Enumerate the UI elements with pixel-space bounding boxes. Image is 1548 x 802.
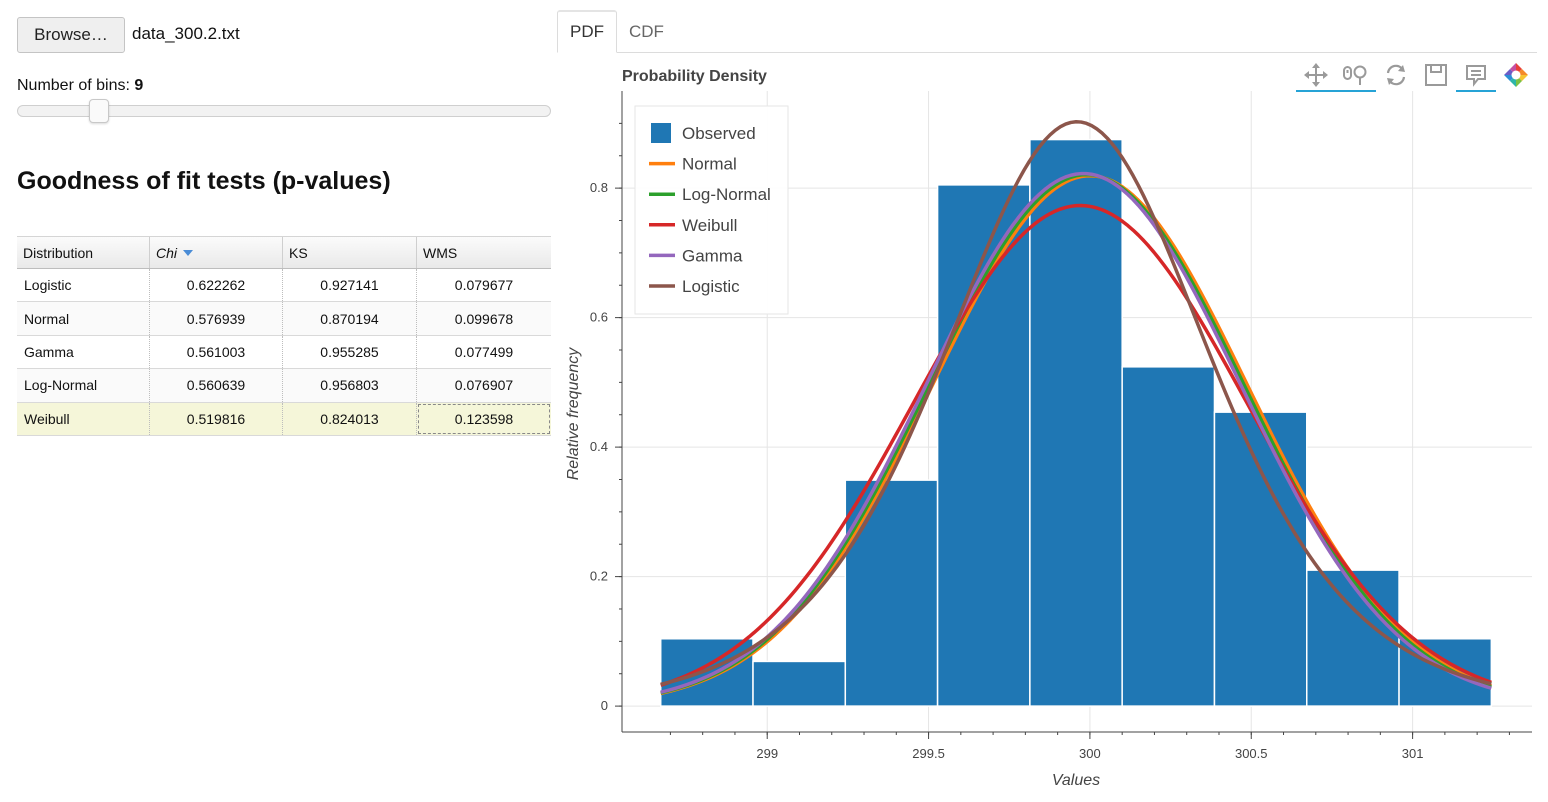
cell-chi[interactable]: 0.560639 [150,369,283,402]
cell-chi[interactable]: 0.519816 [150,402,283,435]
legend-label[interactable]: Log-Normal [682,185,771,204]
x-tick-label: 300.5 [1235,746,1268,761]
bins-slider-handle[interactable] [88,99,109,123]
tab-cdf[interactable]: CDF [629,21,664,41]
bins-slider-track[interactable] [17,105,551,117]
bins-label-text: Number of bins: [17,77,130,94]
y-tick-label: 0 [601,698,608,713]
gof-title: Goodness of fit tests (p-values) [17,167,391,195]
legend-label[interactable]: Observed [682,124,756,143]
save-tool[interactable] [1416,58,1456,92]
x-tick-label: 299 [756,746,778,761]
plot-toolbar [1296,58,1536,92]
legend-label[interactable]: Normal [682,155,737,174]
save-icon [1425,64,1447,86]
histogram-bar[interactable] [659,638,754,707]
y-tick-label: 0.2 [590,569,608,584]
cell-distribution[interactable]: Normal [17,302,150,335]
tab-pdf[interactable]: PDF [557,10,617,53]
y-axis-label: Relative frequency [565,347,582,481]
cell-distribution[interactable]: Gamma [17,335,150,369]
pan-tool[interactable] [1296,58,1336,92]
cell-ks[interactable]: 0.955285 [283,335,417,369]
bokeh-logo-icon [1504,63,1528,87]
column-header-distribution[interactable]: Distribution [17,237,150,268]
bokeh-logo[interactable] [1496,58,1536,92]
reset-tool[interactable] [1376,58,1416,92]
gof-table-header: Distribution Chi KS WMS [17,237,551,269]
column-header-wms[interactable]: WMS [417,237,551,268]
column-header-label: Distribution [23,244,94,261]
x-tick-label: 300 [1079,746,1101,761]
histogram-bar[interactable] [936,184,1031,707]
x-tick-label: 299.5 [912,746,945,761]
reset-icon [1386,64,1406,86]
curve-gamma[interactable] [660,171,1492,694]
bins-label: Number of bins: 9 [17,77,143,95]
cell-wms[interactable]: 0.077499 [454,343,514,360]
x-axis-label: Values [1052,772,1100,789]
legend-label[interactable]: Logistic [682,277,740,296]
histogram-bar[interactable] [1121,366,1216,707]
bins-value: 9 [134,77,144,94]
curve-logistic[interactable] [660,120,1492,687]
cell-ks[interactable]: 0.824013 [283,402,417,435]
cell-distribution[interactable]: Weibull [17,402,150,435]
column-header-ks[interactable]: KS [283,237,417,268]
gof-table: Distribution Chi KS WMS Logistic 0.62226… [17,236,551,436]
wheel-zoom-tool[interactable] [1336,58,1376,92]
histogram-bar[interactable] [1213,411,1308,707]
cell-wms[interactable]: 0.099678 [454,310,514,327]
pan-icon [1304,63,1328,87]
hover-icon [1466,65,1486,87]
sort-descending-icon [183,249,194,256]
cell-wms-focused[interactable]: 0.123598 [417,403,551,435]
table-row[interactable]: Logistic 0.622262 0.927141 0.079677 [17,269,551,303]
column-header-label: KS [289,244,308,261]
table-row[interactable]: Normal 0.576939 0.870194 0.099678 [17,302,551,336]
table-row[interactable]: Log-Normal 0.560639 0.956803 0.076907 [17,369,551,403]
cell-chi[interactable]: 0.561003 [150,335,283,369]
cell-wms[interactable]: 0.079677 [454,277,514,294]
cell-chi[interactable]: 0.576939 [150,302,283,335]
histogram-bar[interactable] [1029,138,1123,707]
y-tick-label: 0.6 [590,310,608,325]
cell-chi[interactable]: 0.622262 [150,269,283,302]
legend-label[interactable]: Gamma [682,246,743,265]
cell-distribution[interactable]: Log-Normal [17,369,150,402]
selected-file-name: data_300.2.txt [132,24,240,43]
legend-label[interactable]: Weibull [682,216,737,235]
histogram-bar[interactable] [1306,569,1400,707]
column-header-chi[interactable]: Chi [150,237,283,268]
cell-distribution[interactable]: Logistic [17,269,150,302]
column-header-label: Chi [156,244,178,261]
legend-swatch-observed [651,123,671,143]
table-row[interactable]: Gamma 0.561003 0.955285 0.077499 [17,335,551,370]
plot-tabs: PDF CDF [557,10,1537,53]
x-tick-label: 301 [1402,746,1424,761]
hover-tool[interactable] [1456,58,1496,92]
cell-ks[interactable]: 0.956803 [283,369,417,402]
cell-ks[interactable]: 0.927141 [283,269,417,302]
pdf-chart[interactable]: Probability Density 0 0.2 0.4 0.6 0.8 299 299.… [557,56,1542,796]
y-tick-label: 0.8 [590,180,608,195]
browse-button[interactable]: Browse… [17,17,125,53]
cell-wms[interactable]: 0.076907 [454,377,514,394]
table-row-selected[interactable]: Weibull 0.519816 0.824013 0.123598 [17,402,551,436]
wheel-zoom-icon [1343,65,1367,85]
histogram-bar[interactable] [752,660,847,707]
curve-weibull[interactable] [660,203,1492,687]
chart-title: Probability Density [622,68,767,85]
cell-ks[interactable]: 0.870194 [283,302,417,335]
column-header-label: WMS [423,244,458,261]
y-tick-label: 0.4 [590,439,608,454]
